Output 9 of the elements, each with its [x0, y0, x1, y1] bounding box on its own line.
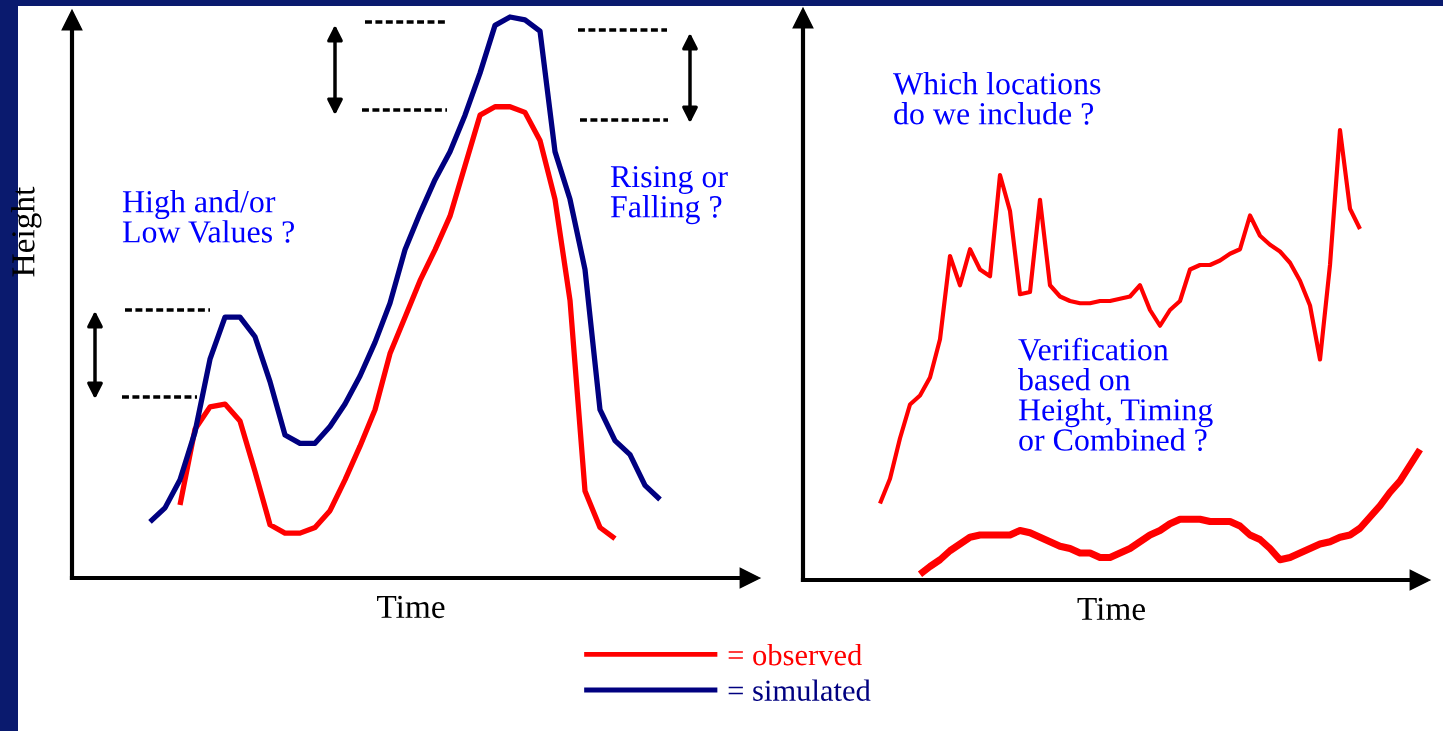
text: Which locations do we include ?	[893, 72, 1101, 125]
annotation: Rising or Falling ?	[610, 165, 728, 225]
x-axis-title: Time	[1077, 597, 1145, 621]
legend-label: = simulated	[728, 679, 871, 701]
legend-label: = observed	[728, 643, 862, 666]
annotation: Verification based on Height, Timing or Combined ?	[1018, 337, 1213, 451]
annotation: High and/or Low Values ?	[122, 190, 294, 243]
y-axis-title: Height	[11, 186, 42, 277]
x-axis-title: Time	[377, 595, 445, 619]
